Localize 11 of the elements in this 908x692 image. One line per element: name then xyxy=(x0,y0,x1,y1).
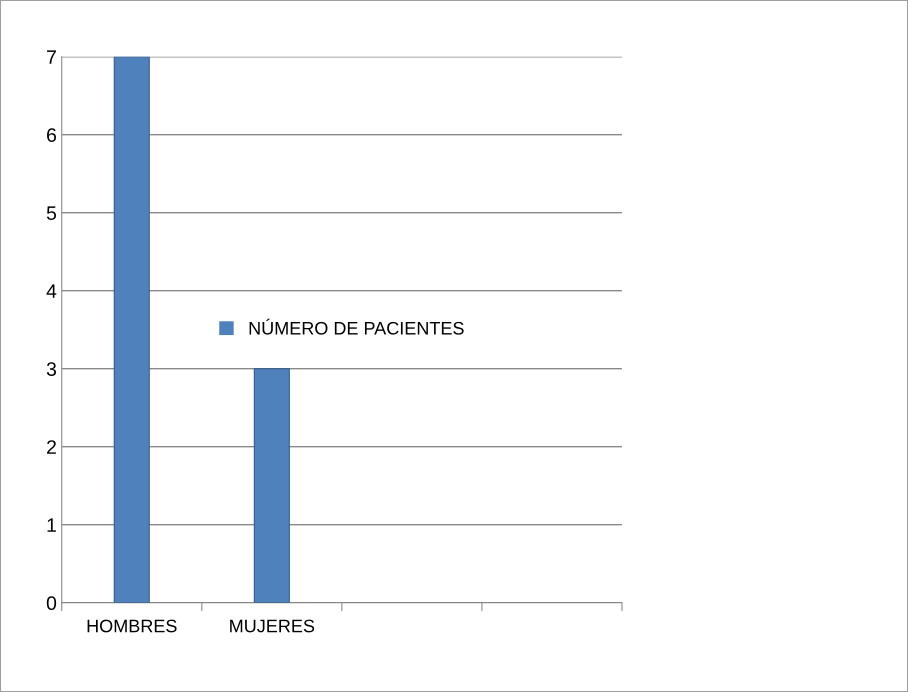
legend-label: NÚMERO DE PACIENTES xyxy=(250,318,464,335)
y-tick-label: 6 xyxy=(47,128,56,142)
y-tick-label: 0 xyxy=(46,596,56,610)
y-tick-label: 3 xyxy=(46,362,56,376)
x-tick-label: HOMBRES xyxy=(88,620,177,632)
x-tick-label: MUJERES xyxy=(230,620,314,632)
y-tick-label: 1 xyxy=(48,518,56,532)
y-tick-label: 4 xyxy=(46,284,56,298)
y-tick-label: 7 xyxy=(47,50,56,64)
y-tick-label: 2 xyxy=(47,440,56,454)
y-tick-label: 5 xyxy=(46,206,56,220)
